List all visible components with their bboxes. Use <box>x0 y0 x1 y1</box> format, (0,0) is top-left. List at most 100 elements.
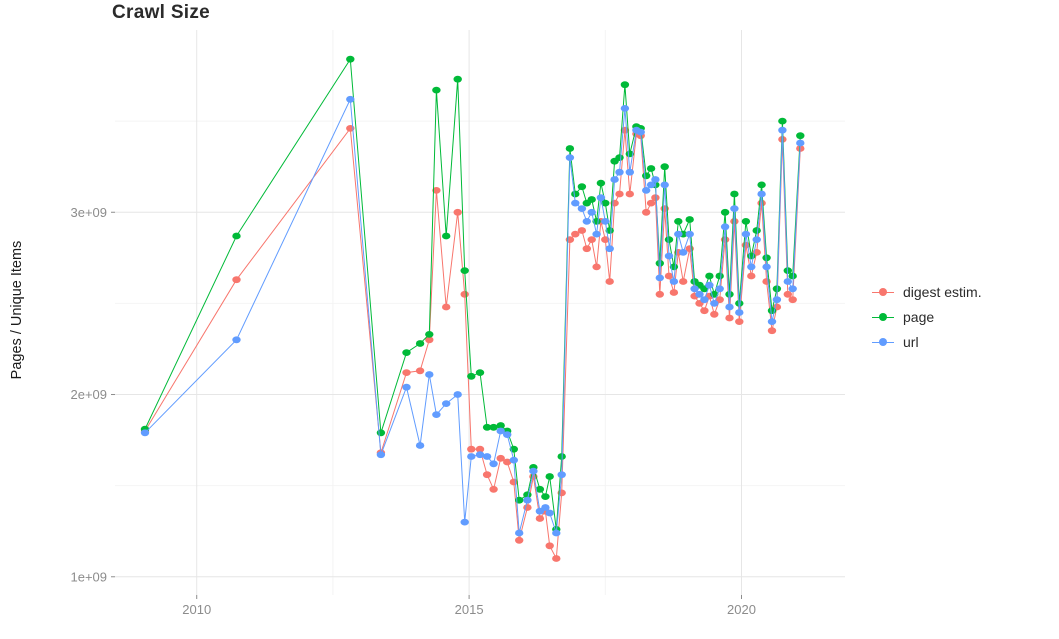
data-point <box>453 75 462 83</box>
data-point <box>489 460 498 468</box>
data-point <box>582 218 591 225</box>
data-point <box>730 218 739 225</box>
data-point <box>710 300 719 307</box>
data-point <box>762 263 771 271</box>
legend-key-url-icon <box>872 335 894 349</box>
data-point <box>489 485 498 493</box>
data-point <box>496 422 505 429</box>
data-point <box>425 331 434 338</box>
data-point <box>747 263 756 271</box>
data-point <box>545 473 554 480</box>
data-point <box>752 227 761 234</box>
data-point <box>232 276 241 284</box>
data-point <box>752 236 761 244</box>
series-line <box>144 127 801 561</box>
legend-item-page: page <box>872 309 982 325</box>
data-point <box>592 230 601 238</box>
data-point <box>482 471 492 479</box>
data-point <box>700 307 709 315</box>
legend-label-url: url <box>903 334 919 350</box>
data-point <box>646 181 656 189</box>
data-point <box>642 172 651 180</box>
data-point <box>679 278 688 285</box>
data-point <box>741 230 751 238</box>
chart-title: Crawl Size <box>112 2 211 23</box>
data-point <box>432 187 441 194</box>
data-point <box>467 445 476 453</box>
data-point <box>467 372 476 380</box>
data-point <box>788 296 797 304</box>
legend-label-digest-estim: digest estim. <box>903 284 982 300</box>
data-point <box>725 290 734 298</box>
x-tick-label: 2015 <box>455 602 484 617</box>
data-point <box>541 493 550 500</box>
data-point <box>788 285 797 293</box>
data-point <box>402 383 411 391</box>
data-point <box>541 504 550 511</box>
data-point <box>415 367 425 375</box>
data-point <box>496 454 505 462</box>
data-point <box>642 187 651 194</box>
legend-key-page-icon <box>872 310 894 324</box>
data-point <box>545 509 554 517</box>
data-point <box>783 278 792 285</box>
data-point <box>402 349 411 356</box>
data-point <box>715 272 724 280</box>
data-point <box>664 252 674 260</box>
data-point <box>778 126 787 134</box>
data-point <box>232 232 241 240</box>
data-point <box>705 272 714 280</box>
data-point <box>346 95 355 103</box>
data-point <box>376 451 386 459</box>
legend-item-url: url <box>872 334 982 350</box>
data-point <box>757 181 766 189</box>
data-point <box>735 318 744 325</box>
data-point <box>432 86 441 94</box>
data-point <box>674 218 683 225</box>
data-point <box>605 278 614 285</box>
data-point <box>552 555 561 562</box>
data-point <box>552 529 561 537</box>
data-point <box>475 451 485 459</box>
data-point <box>577 183 587 191</box>
data-point <box>778 117 787 125</box>
data-point <box>601 236 610 244</box>
data-point <box>610 176 619 183</box>
data-point <box>587 196 596 203</box>
data-point <box>741 218 751 225</box>
data-point <box>767 327 777 335</box>
y-tick-label: 2e+09 <box>70 387 107 402</box>
data-point <box>592 263 601 271</box>
legend-key-digest-estim-icon <box>872 285 894 299</box>
series-page <box>140 55 805 533</box>
x-tick-label: 2010 <box>182 602 211 617</box>
data-point <box>636 128 645 136</box>
data-point <box>783 290 792 298</box>
data-point <box>346 55 355 63</box>
data-point <box>232 336 241 344</box>
series-url <box>140 95 805 537</box>
series-digest-estim <box>140 124 805 562</box>
data-point <box>660 181 669 189</box>
y-tick-label: 3e+09 <box>70 205 107 220</box>
data-point <box>376 429 386 437</box>
data-point <box>442 400 451 407</box>
data-point <box>674 230 683 238</box>
data-point <box>664 272 674 280</box>
data-point <box>620 105 630 112</box>
x-tick-label: 2020 <box>727 602 756 617</box>
data-point <box>660 163 669 171</box>
data-point <box>690 285 699 293</box>
series-line <box>144 97 801 534</box>
data-point <box>642 208 651 216</box>
data-point <box>762 254 771 262</box>
data-point <box>442 303 451 311</box>
data-point <box>425 336 434 344</box>
data-point <box>620 81 630 89</box>
data-point <box>460 518 469 526</box>
data-point <box>596 179 606 187</box>
data-point <box>571 199 580 207</box>
data-point <box>515 536 524 544</box>
data-point <box>577 227 587 234</box>
